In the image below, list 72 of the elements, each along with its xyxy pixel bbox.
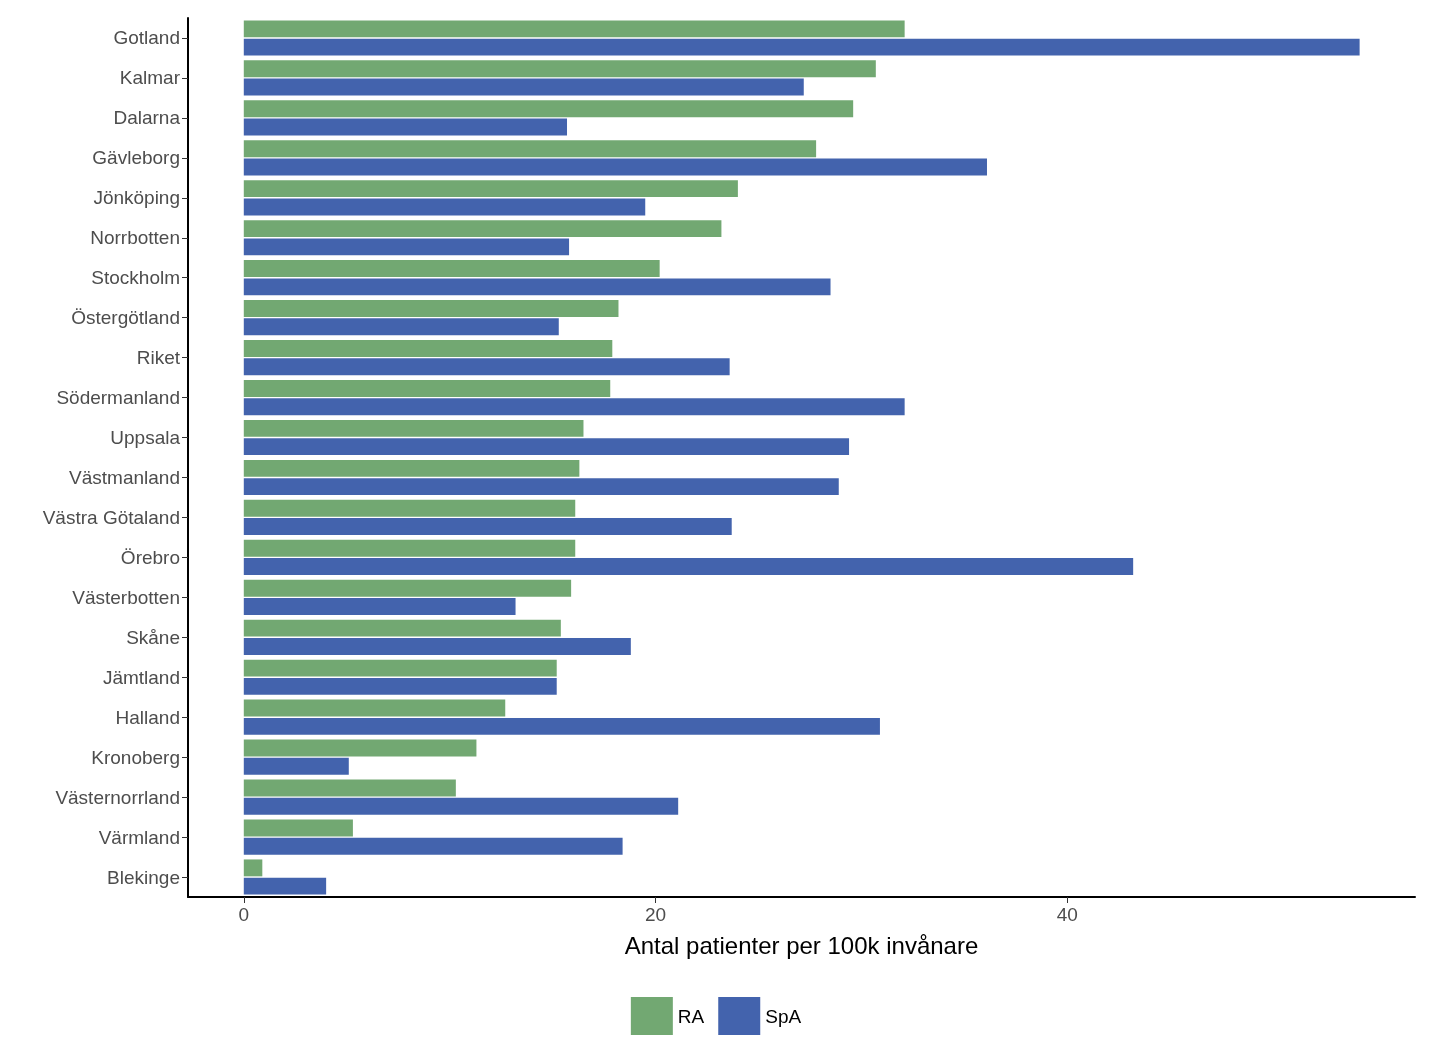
y-tick-label: Uppsala xyxy=(110,427,181,449)
y-tick-label: Östergötland xyxy=(71,307,180,329)
x-tick-label: 0 xyxy=(238,904,250,925)
bar xyxy=(243,518,732,536)
y-tick-label: Halland xyxy=(115,706,180,728)
y-tick-label: Jämtland xyxy=(102,666,180,688)
bar xyxy=(243,220,722,238)
bar xyxy=(243,158,987,176)
y-tick-label: Skåne xyxy=(126,626,180,648)
y-tick-label: Värmland xyxy=(98,826,180,848)
bar xyxy=(243,478,839,496)
y-tick-label: Västmanland xyxy=(69,466,180,488)
x-axis-title: Antal patienter per 100k invånare xyxy=(624,931,979,959)
bar xyxy=(243,60,876,78)
bar xyxy=(243,757,349,775)
y-tick-label: Västra Götaland xyxy=(42,506,180,528)
bar xyxy=(243,598,516,615)
bar xyxy=(243,318,559,336)
y-tick-label: Gävleborg xyxy=(92,147,180,169)
bar xyxy=(243,739,477,757)
bar xyxy=(243,637,631,655)
y-tick-label: Blekinge xyxy=(107,866,180,888)
bar xyxy=(243,837,623,855)
legend-label: RA xyxy=(677,1005,705,1027)
bar xyxy=(243,438,850,456)
bar xyxy=(243,539,576,557)
y-tick-label: Kalmar xyxy=(119,67,181,89)
bar xyxy=(243,300,619,317)
bar xyxy=(243,659,557,677)
bar xyxy=(243,797,679,815)
bar xyxy=(243,100,854,118)
bar xyxy=(243,859,263,877)
bar xyxy=(243,78,804,96)
bar xyxy=(243,579,572,597)
bar xyxy=(243,779,456,797)
bar xyxy=(243,260,660,278)
bar xyxy=(243,398,905,416)
y-tick-label: Jönköping xyxy=(93,187,180,209)
y-tick-label: Örebro xyxy=(120,546,180,568)
bar xyxy=(243,358,730,376)
bar xyxy=(243,38,1360,56)
bar xyxy=(243,699,506,717)
y-tick-label: Gotland xyxy=(113,27,180,49)
y-tick-label: Stockholm xyxy=(91,267,180,289)
bar xyxy=(243,459,580,477)
y-tick-label: Kronoberg xyxy=(91,746,180,768)
bar xyxy=(243,20,905,38)
bar xyxy=(243,717,880,735)
bar xyxy=(243,558,1134,575)
bar xyxy=(243,677,557,695)
bar xyxy=(243,340,613,357)
bar xyxy=(243,379,611,397)
bar xyxy=(243,619,561,637)
bar xyxy=(243,819,353,837)
bar xyxy=(243,877,327,895)
y-tick-label: Norrbotten xyxy=(90,227,180,249)
y-tick-label: Västernorrland xyxy=(55,786,180,808)
bar xyxy=(243,278,831,296)
y-tick-label: Riket xyxy=(136,347,181,369)
x-tick-label: 20 xyxy=(644,904,667,925)
bar xyxy=(243,118,568,136)
bar xyxy=(243,499,576,517)
bar xyxy=(243,140,817,158)
bar xyxy=(243,419,584,437)
bar xyxy=(243,180,738,198)
bar xyxy=(243,198,646,216)
legend-label: SpA xyxy=(765,1005,802,1027)
x-tick-label: 40 xyxy=(1056,904,1078,925)
y-tick-label: Dalarna xyxy=(113,107,181,129)
y-tick-label: Västerbotten xyxy=(72,586,180,608)
y-tick-label: Södermanland xyxy=(56,387,180,409)
bar xyxy=(243,238,570,256)
